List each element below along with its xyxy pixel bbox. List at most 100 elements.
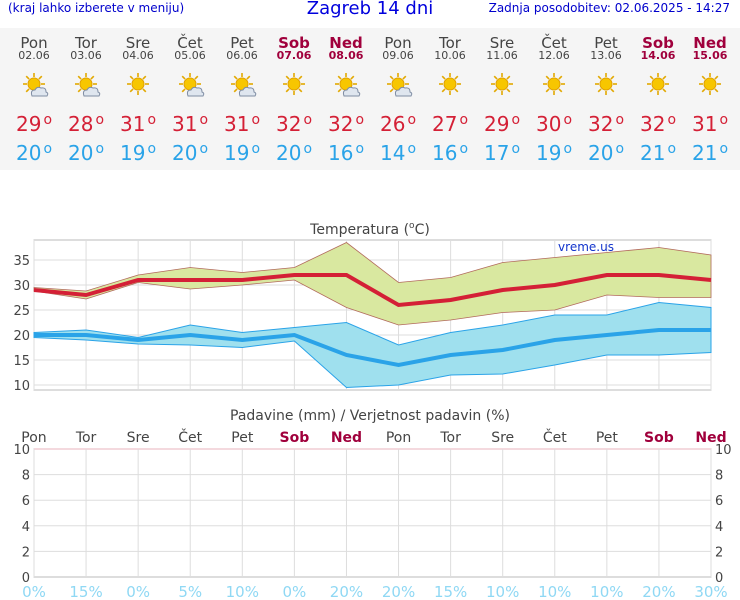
min-temperature: 16 o bbox=[320, 141, 372, 165]
max-temperature-value: 32 bbox=[587, 112, 614, 136]
precipitation-probability: 0% bbox=[282, 583, 306, 600]
precipitation-day-label: Sre bbox=[127, 430, 150, 446]
degree-mark: o bbox=[199, 112, 209, 128]
temperature-y-tick: 15 bbox=[13, 354, 30, 369]
max-temperature-value: 31 bbox=[691, 112, 718, 136]
precipitation-y-tick-right: 2 bbox=[715, 545, 723, 560]
charts-area: Temperatura (oC)101520253035vreme.usPada… bbox=[13, 221, 731, 600]
degree-mark: o bbox=[147, 112, 157, 128]
max-temperature: 32 o bbox=[580, 112, 632, 136]
temperature-y-tick: 25 bbox=[13, 304, 30, 319]
precipitation-day-label: Ned bbox=[695, 430, 726, 446]
forecast-strip: Pon 02.06 29 o 20 o Tor 03.06 28 o 20 o Sre 04.06 31 o 1… bbox=[0, 28, 740, 170]
precipitation-day-label: Pet bbox=[596, 430, 619, 446]
sun-icon bbox=[696, 72, 726, 100]
temperature-y-tick: 30 bbox=[13, 279, 30, 294]
min-temperature-value: 19 bbox=[535, 141, 562, 165]
day-column: Sob 14.06 32 o 21 o bbox=[632, 28, 684, 170]
day-date: 06.06 bbox=[226, 49, 258, 62]
min-temperature-value: 21 bbox=[639, 141, 666, 165]
min-temperature: 19 o bbox=[528, 141, 580, 165]
min-temperature-value: 16 bbox=[431, 141, 458, 165]
precipitation-y-tick-right: 8 bbox=[715, 469, 723, 484]
min-temperature: 19 o bbox=[112, 141, 164, 165]
degree-mark: o bbox=[667, 141, 677, 157]
precipitation-chart-title: Padavine (mm) / Verjetnost padavin (%) bbox=[230, 408, 510, 424]
precipitation-day-label: Sob bbox=[644, 430, 674, 446]
partly-cloudy-icon bbox=[176, 72, 206, 100]
precipitation-probability: 15% bbox=[434, 583, 467, 600]
min-temperature-band bbox=[33, 301, 712, 389]
max-temperature: 31 o bbox=[112, 112, 164, 136]
min-temperature-line bbox=[34, 328, 711, 368]
day-name: Sre bbox=[489, 34, 515, 52]
min-temperature: 20 o bbox=[8, 141, 60, 165]
day-column: Ned 15.06 31 o 21 o bbox=[684, 28, 736, 170]
day-date: 03.06 bbox=[70, 49, 102, 62]
degree-mark: o bbox=[407, 112, 417, 128]
min-temperature: 19 o bbox=[216, 141, 268, 165]
day-column: Pon 02.06 29 o 20 o bbox=[8, 28, 60, 170]
degree-mark: o bbox=[95, 112, 105, 128]
precipitation-y-tick-left: 10 bbox=[13, 443, 30, 458]
day-column: Pet 13.06 32 o 20 o bbox=[580, 28, 632, 170]
min-temperature: 20 o bbox=[164, 141, 216, 165]
sun-icon bbox=[644, 72, 674, 100]
precipitation-day-label: Čet bbox=[178, 428, 202, 446]
max-temperature-value: 29 bbox=[15, 112, 42, 136]
max-temperature: 32 o bbox=[320, 112, 372, 136]
precipitation-day-label: Tor bbox=[439, 430, 461, 446]
degree-mark: o bbox=[199, 141, 209, 157]
day-date: 10.06 bbox=[434, 49, 466, 62]
degree-mark: o bbox=[43, 112, 53, 128]
day-date: 07.06 bbox=[276, 49, 312, 62]
partly-cloudy-icon bbox=[20, 72, 50, 100]
day-column: Pet 06.06 31 o 19 o bbox=[216, 28, 268, 170]
day-name: Tor bbox=[439, 34, 461, 52]
max-temperature: 27 o bbox=[424, 112, 476, 136]
day-column: Sob 07.06 32 o 20 o bbox=[268, 28, 320, 170]
day-column: Ned 08.06 32 o 16 o bbox=[320, 28, 372, 170]
min-temperature: 21 o bbox=[684, 141, 736, 165]
max-temperature: 31 o bbox=[684, 112, 736, 136]
precipitation-probability: 10% bbox=[486, 583, 519, 600]
precipitation-probability: 10% bbox=[226, 583, 259, 600]
min-temperature: 21 o bbox=[632, 141, 684, 165]
min-temperature-value: 21 bbox=[691, 141, 718, 165]
precipitation-probability: 10% bbox=[590, 583, 623, 600]
max-temperature: 31 o bbox=[164, 112, 216, 136]
max-temperature-value: 31 bbox=[223, 112, 250, 136]
max-temperature: 28 o bbox=[60, 112, 112, 136]
min-temperature: 20 o bbox=[268, 141, 320, 165]
degree-mark: o bbox=[563, 141, 573, 157]
precipitation-probability: 30% bbox=[694, 583, 727, 600]
day-date: 15.06 bbox=[692, 49, 728, 62]
degree-mark: o bbox=[615, 141, 625, 157]
degree-mark: o bbox=[407, 141, 417, 157]
precipitation-day-label: Pet bbox=[231, 430, 254, 446]
partly-cloudy-icon bbox=[72, 72, 102, 100]
day-column: Tor 10.06 27 o 16 o bbox=[424, 28, 476, 170]
degree-mark: o bbox=[459, 141, 469, 157]
day-name: Sob bbox=[642, 34, 674, 52]
sun-icon bbox=[436, 72, 466, 100]
precipitation-probability: 20% bbox=[642, 583, 675, 600]
day-column: Pon 09.06 26 o 14 o bbox=[372, 28, 424, 170]
sun-icon bbox=[124, 72, 154, 100]
partly-cloudy-icon bbox=[384, 72, 414, 100]
temperature-y-tick: 20 bbox=[13, 329, 30, 344]
min-temperature-value: 17 bbox=[483, 141, 510, 165]
page-title: Zagreb 14 dni bbox=[306, 0, 434, 19]
max-temperature-value: 32 bbox=[327, 112, 354, 136]
max-temperature-value: 29 bbox=[483, 112, 510, 136]
precipitation-y-tick-left: 8 bbox=[22, 469, 30, 484]
day-name: Pet bbox=[594, 34, 618, 52]
degree-mark: o bbox=[251, 112, 261, 128]
degree-mark: o bbox=[511, 141, 521, 157]
day-date: 11.06 bbox=[486, 49, 518, 62]
degree-mark: o bbox=[719, 141, 729, 157]
precipitation-y-tick-right: 4 bbox=[715, 520, 723, 535]
precipitation-y-tick-left: 6 bbox=[22, 494, 30, 509]
precipitation-plot-area bbox=[33, 448, 712, 578]
day-column: Čet 05.06 31 o 20 o bbox=[164, 28, 216, 170]
